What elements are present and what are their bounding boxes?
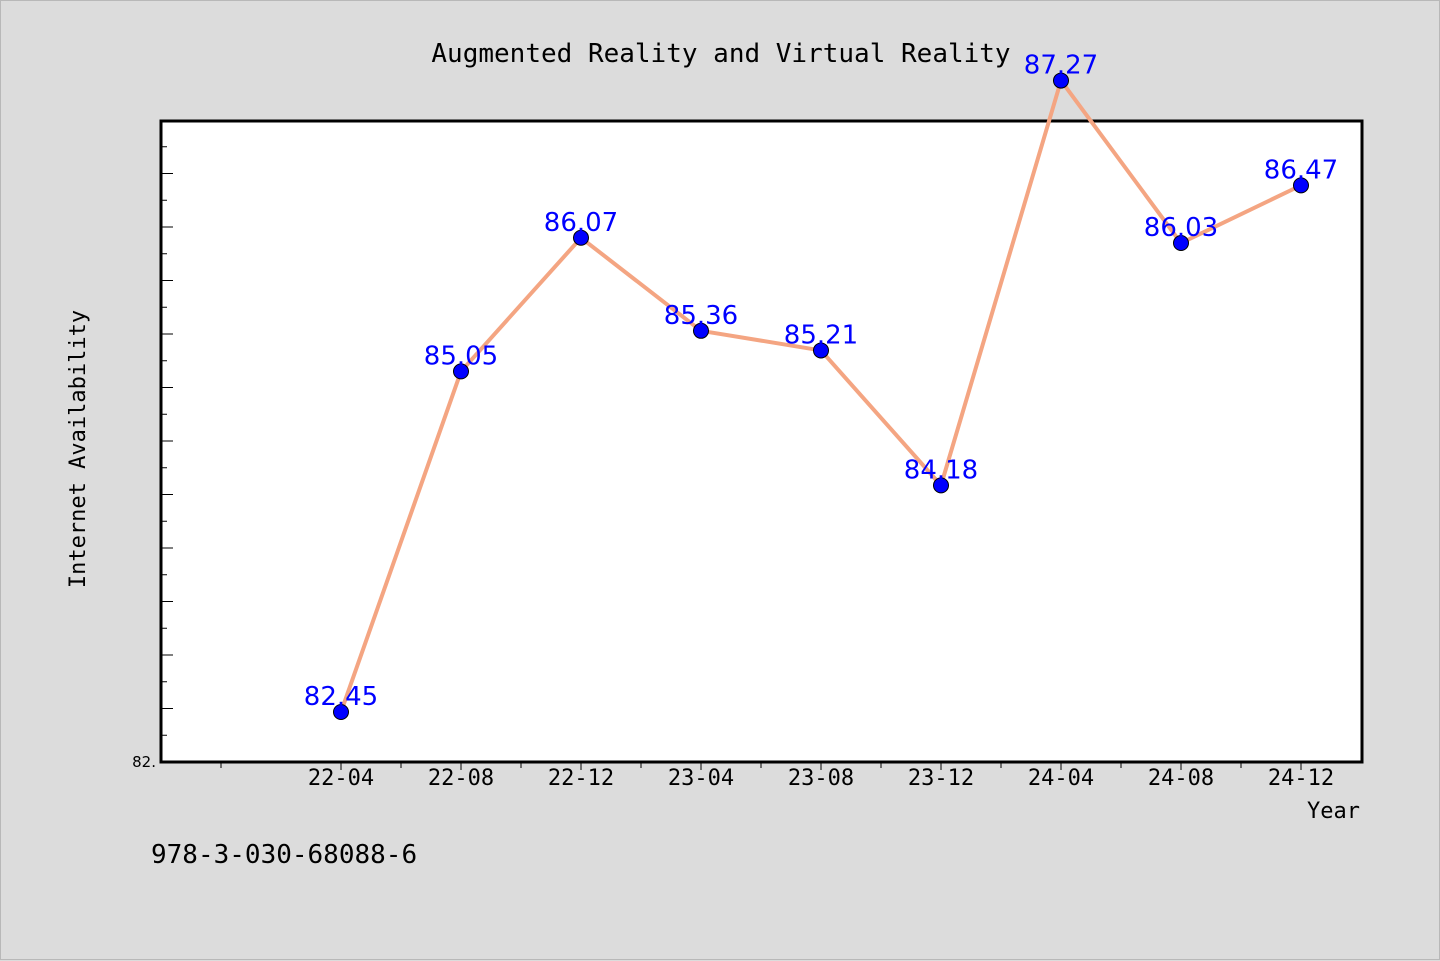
data-point [693, 322, 709, 339]
x-tick-label: 23-08 [788, 766, 854, 791]
data-labels: 82.45 85.05 86.07 85.36 85.21 84.18 87.27 86.03… [304, 51, 1338, 712]
x-tick-label: 24-04 [1028, 766, 1094, 791]
x-axis-ticks [220, 762, 1302, 770]
data-label: 86.47 [1264, 155, 1338, 185]
x-tick-label: 23-12 [908, 766, 974, 791]
y-tick-label: 82. [132, 753, 156, 771]
y-axis-label: Internet Availability [66, 310, 91, 588]
data-point [333, 704, 349, 720]
isbn-text: 978-3-030-68088-6 [151, 840, 417, 870]
data-point [1173, 235, 1189, 252]
data-label: 85.36 [664, 301, 738, 331]
series-layer [333, 72, 1309, 720]
x-tick-label: 22-08 [428, 766, 494, 791]
x-tick-label: 23-04 [668, 766, 734, 791]
data-label: 85.21 [784, 320, 858, 350]
data-point [933, 477, 949, 494]
data-label: 86.07 [544, 208, 618, 238]
data-label: 84.18 [904, 455, 978, 485]
data-point [1293, 177, 1309, 194]
x-axis-label: Year [1307, 799, 1360, 824]
chart-title: Augmented Reality and Virtual Reality [431, 39, 1010, 69]
data-label: 85.05 [424, 341, 498, 371]
data-point [1053, 72, 1069, 89]
x-tick-label: 22-04 [308, 766, 374, 791]
x-tick-labels: 22-04 22-08 22-12 23-04 23-08 23-12 24-04 24-08… [308, 766, 1334, 791]
data-label: 82.45 [304, 682, 378, 712]
data-label: 86.03 [1144, 213, 1218, 243]
data-point [453, 363, 469, 380]
y-axis-ticks [161, 146, 173, 736]
x-tick-label: 24-08 [1148, 766, 1214, 791]
x-tick-label: 22-12 [548, 766, 614, 791]
data-label: 87.27 [1024, 51, 1098, 81]
x-tick-label: 24-12 [1268, 766, 1334, 791]
data-point [813, 342, 829, 359]
data-point [573, 229, 589, 246]
